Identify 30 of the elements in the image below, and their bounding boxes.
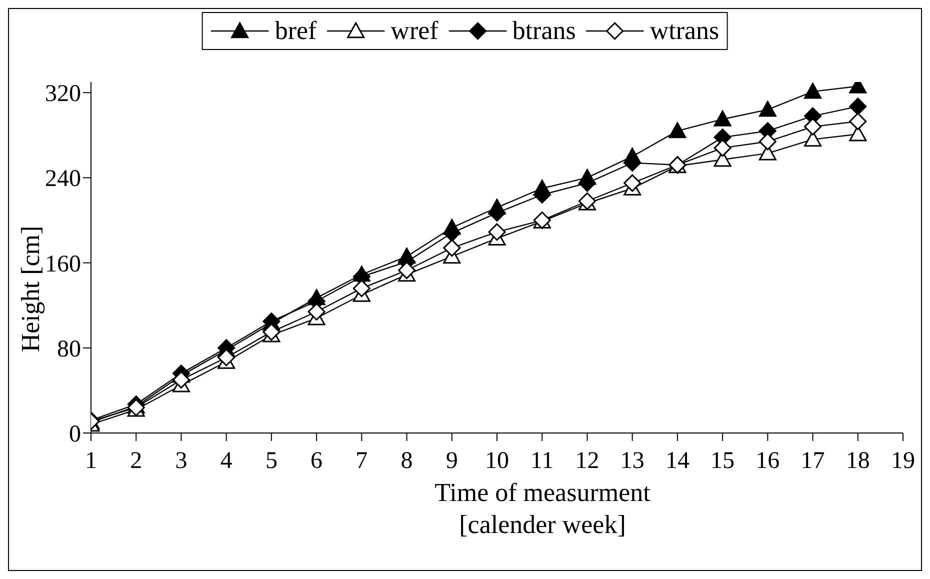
x-tick-label: 14 — [665, 448, 690, 474]
x-tick-label: 8 — [400, 448, 413, 474]
x-tick-label: 16 — [756, 448, 780, 474]
x-tick-label: 1 — [85, 448, 97, 474]
legend-label: wtrans — [650, 16, 720, 46]
x-tick-label: 11 — [530, 448, 554, 474]
x-tick-label: 3 — [175, 448, 188, 474]
x-tick-label: 19 — [891, 448, 915, 474]
legend-label: wref — [390, 16, 438, 46]
legend-label: btrans — [512, 16, 576, 46]
x-tick-label: 10 — [485, 448, 509, 474]
y-tick-label: 160 — [45, 251, 81, 278]
x-tick-label: 6 — [310, 448, 323, 474]
x-tick-label: 15 — [710, 448, 735, 474]
y-tick-label: 0 — [69, 422, 81, 448]
x-tick-label: 18 — [846, 448, 870, 474]
x-tick-label: 17 — [800, 448, 825, 474]
y-axis-title: Height [cm] — [16, 226, 46, 352]
x-tick-label: 12 — [575, 448, 600, 474]
x-tick-label: 9 — [446, 448, 458, 474]
y-tick-label: 80 — [57, 336, 81, 362]
x-tick-label: 2 — [130, 448, 142, 474]
x-axis-title: Time of measurment [calender week] — [434, 477, 652, 541]
x-tick-label: 5 — [265, 448, 278, 474]
x-tick-label: 13 — [620, 448, 644, 474]
x-tick-label: 4 — [220, 448, 232, 474]
x-tick-label: 7 — [356, 448, 368, 474]
y-tick-label: 240 — [45, 166, 81, 192]
y-tick-label: 320 — [45, 81, 81, 108]
legend-label: bref — [274, 16, 317, 46]
